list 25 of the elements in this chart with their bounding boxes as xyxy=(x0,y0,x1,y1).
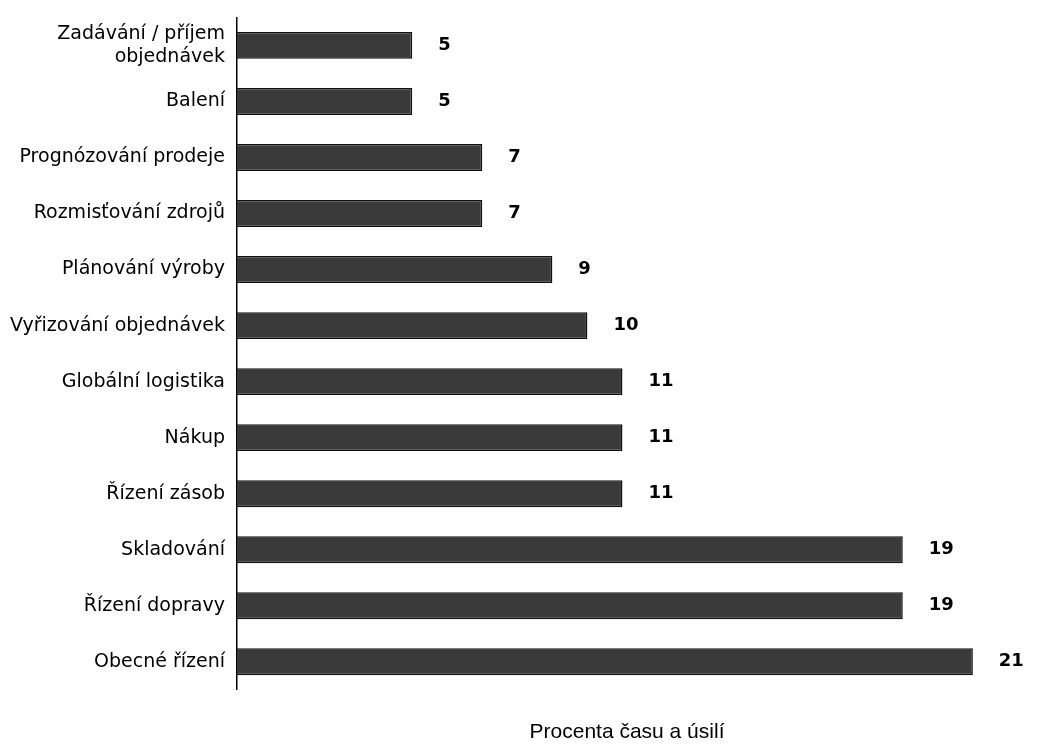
data-label: 9 xyxy=(578,257,591,279)
data-label: 19 xyxy=(928,537,954,559)
data-label: 10 xyxy=(613,313,639,335)
data-label: 7 xyxy=(508,145,521,167)
y-tick-label: Skladování xyxy=(121,536,226,559)
data-label: 21 xyxy=(998,649,1024,671)
y-tick-label: Plánování výroby xyxy=(61,256,225,279)
y-tick-label: Balení xyxy=(166,88,226,111)
y-tick-label: Řízení zásob xyxy=(106,480,225,503)
y-tick-label: Prognózování prodeje xyxy=(19,144,225,167)
y-tick-label: Řízení dopravy xyxy=(83,592,225,615)
y-tick-label: Nákup xyxy=(164,424,225,447)
data-label: 11 xyxy=(648,369,674,391)
data-label: 11 xyxy=(648,481,674,503)
data-label: 19 xyxy=(928,593,954,615)
y-tick-label: Vyřizování objednávek xyxy=(9,312,225,335)
data-label: 7 xyxy=(508,201,521,223)
x-axis-title: Procenta času a úsilí xyxy=(529,719,725,743)
data-label: 11 xyxy=(648,425,674,447)
y-tick-label: Obecné řízení xyxy=(94,648,226,671)
data-label: 5 xyxy=(438,33,451,55)
y-tick-label: Globální logistika xyxy=(61,368,225,391)
y-tick-label: Rozmisťování zdrojů xyxy=(33,200,225,223)
y-tick-label: Zadávání / příjem objednávek xyxy=(57,20,225,66)
data-label: 5 xyxy=(438,89,451,111)
